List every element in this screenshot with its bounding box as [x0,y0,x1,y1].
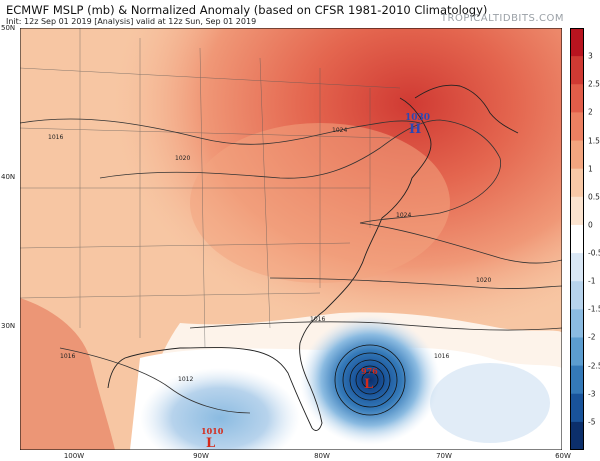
isobar-label: 1012 [178,376,193,383]
lon-label-70w: 70W [436,452,452,460]
isobar-label: 1016 [48,134,63,141]
lon-label-60w: 60W [555,452,571,460]
isobars [20,118,562,414]
colorbar-frame [570,28,584,450]
colorbar-tick-label: 1 [588,164,593,174]
low-pressure-value: 976 [361,366,378,376]
colorbar-tick-label: -1 [588,276,596,286]
isobar-label: 1016 [60,353,75,360]
colorbar-swatch [570,56,584,85]
high-pressure-marker: H [409,122,421,137]
colorbar-swatch [570,140,584,170]
site-watermark: TROPICALTIDBITS.COM [440,13,564,24]
colorbar-swatch [570,224,584,254]
colorbar-tick-label: -0.5 [588,248,600,258]
colorbar-swatch [570,365,584,395]
colorbar-tick-label: -1.5 [588,304,600,314]
lat-label-40n: 40N [1,173,16,181]
lon-label-100w: 100W [63,452,85,460]
colorbar-tick-label: -2 [588,332,596,342]
coastlines [107,84,519,431]
isobar-label: 1020 [476,277,491,284]
colorbar-tick-label: 0 [588,220,593,230]
cool-anomaly-atlantic [430,363,550,443]
isobar-label: 1016 [434,353,449,360]
high-pressure-value: 1030 [405,113,430,123]
map-title: ECMWF MSLP (mb) & Normalized Anomaly (ba… [6,3,488,17]
colorbar-swatch [570,309,584,338]
cool-anomaly-gulf [140,368,300,450]
colorbar-swatch [570,196,584,226]
colorbar-swatch [570,84,584,113]
colorbar-swatch [570,393,584,423]
lat-label-50n: 50N [1,24,16,32]
colorbar [570,28,584,450]
colorbar-swatch [570,281,584,310]
lon-label-90w: 90W [193,452,209,460]
map-subtitle: Init: 12z Sep 01 2019 [Analysis] valid a… [6,17,257,26]
hurricane-isobars [334,344,406,416]
low-pressure-value: 1010 [201,426,224,436]
colorbar-swatch [570,112,584,142]
colorbar-swatch [570,421,584,450]
colorbar-tick-label: 0.5 [588,192,600,202]
colorbar-tick-label: -5 [588,417,596,427]
colorbar-tick-label: -3 [588,389,596,399]
colorbar-swatch [570,337,584,367]
lon-label-80w: 80W [314,452,330,460]
low-pressure-marker: L [206,436,215,450]
colorbar-tick-label: -2.5 [588,361,600,371]
isobar-label: 1024 [396,212,411,219]
colorbar-tick-label: 2.5 [588,79,600,89]
colorbar-swatch [570,28,584,57]
colorbar-swatch [570,168,584,198]
lat-label-30n: 30N [1,322,16,330]
anomaly-map: 1016 1020 1024 1024 1020 1016 1016 1012 … [20,28,562,450]
state-borders [20,28,401,349]
low-pressure-marker: L [364,377,373,392]
isobar-label: 1016 [310,316,325,323]
isobar-label: 1024 [332,127,347,134]
colorbar-tick-label: 1.5 [588,136,600,146]
isobar-label: 1020 [175,155,190,162]
cool-anomaly-hurricane [300,315,440,445]
colorbar-tick-label: 3 [588,51,593,61]
warm-anomaly-mexico [20,298,115,450]
colorbar-swatch [570,253,584,282]
colorbar-tick-label: 2 [588,107,593,117]
